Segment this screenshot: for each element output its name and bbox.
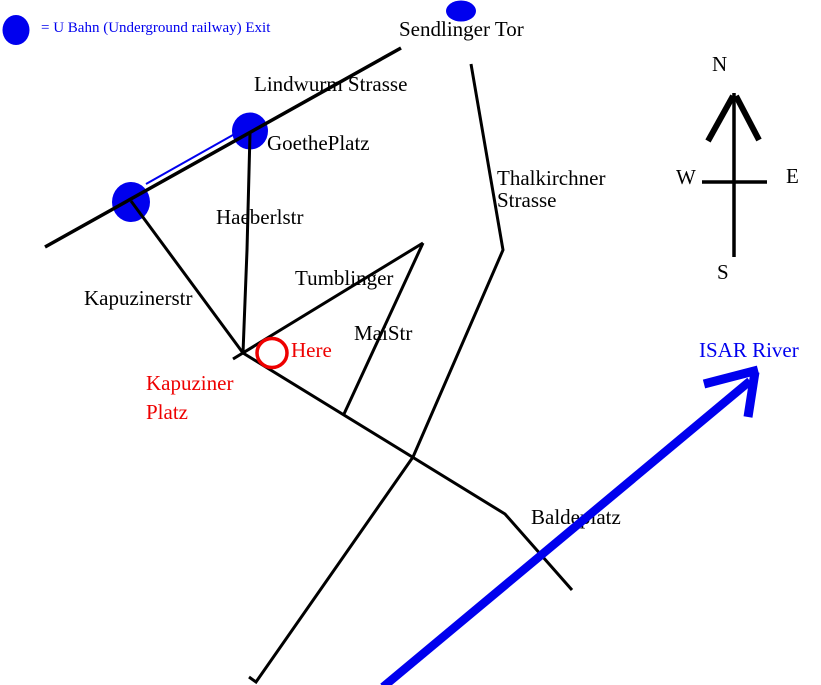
- here-marker-icon: [255, 336, 289, 370]
- label-thalkirchner-strasse: Thalkirchner Strasse: [497, 167, 605, 211]
- ubahn-tunnel-line: [145, 130, 241, 185]
- compass-east-label: E: [786, 164, 799, 188]
- baldeplatz-street-line: [242, 351, 574, 591]
- ubahn-marker-goetheplatz-icon: [232, 112, 268, 150]
- label-baldeplatz: Baldeplatz: [531, 505, 621, 529]
- label-goetheplatz: GoethePlatz: [267, 131, 370, 155]
- label-here: Here: [291, 338, 332, 362]
- label-kapuziner-platz-line2: Platz: [146, 400, 188, 424]
- compass-south-label: S: [717, 260, 729, 284]
- compass-arrowhead-right-icon: [733, 94, 762, 142]
- label-sendlinger-tor: Sendlinger Tor: [399, 17, 524, 41]
- label-lindwurm-strasse: Lindwurm Strasse: [254, 72, 408, 96]
- label-kapuziner-platz: Kapuziner Platz: [146, 369, 233, 427]
- compass-west-label: W: [676, 165, 696, 189]
- label-maistr: MaiStr: [354, 321, 413, 345]
- compass-arrowhead-left-icon: [705, 94, 736, 143]
- label-isar-river: ISAR River: [699, 338, 799, 362]
- compass-north-label: N: [712, 52, 728, 76]
- ubahn-legend-marker-icon: [2, 15, 30, 45]
- label-kapuziner-platz-line1: Kapuziner: [146, 371, 234, 395]
- thalkirchner-strasse-line: [248, 63, 505, 685]
- ubahn-marker-west-exit-icon: [112, 182, 150, 222]
- river-arrowhead-left-barb-icon: [702, 365, 760, 389]
- haeberlstr-line: [241, 132, 252, 354]
- river-arrowhead-right-barb-icon: [743, 371, 760, 418]
- river-arrow-shaft: [380, 377, 753, 685]
- legend-ubahn-text: = U Bahn (Underground railway) Exit: [41, 20, 271, 36]
- label-thalkirchner-line1: Thalkirchner: [497, 166, 606, 190]
- label-haeberlstr: Haeberlstr: [216, 205, 304, 229]
- label-tumblinger: Tumblinger: [295, 266, 394, 290]
- compass-rose: [702, 93, 767, 257]
- label-thalkirchner-line2: Strasse: [497, 188, 557, 212]
- label-kapuzinerstr: Kapuzinerstr: [84, 286, 193, 310]
